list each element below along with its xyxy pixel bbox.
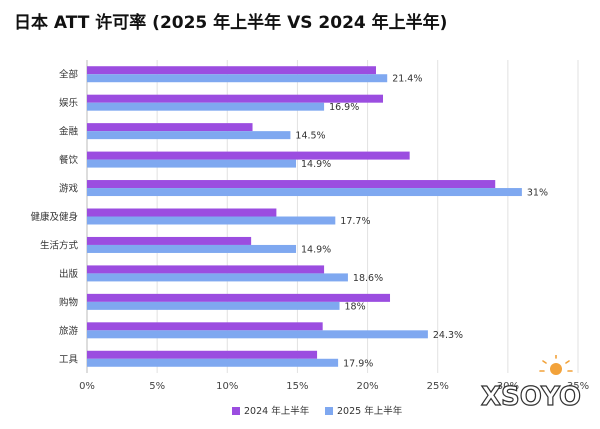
category-label: 娱乐 — [59, 97, 79, 109]
data-label: 14.9% — [301, 244, 331, 255]
watermark-text: XSOYO — [481, 382, 581, 412]
legend-label: 2025 年上半年 — [337, 405, 403, 417]
bar-2025 — [87, 273, 348, 282]
x-tick-label: 0% — [79, 381, 95, 392]
bar-2024 — [87, 66, 376, 75]
x-tick-label: 35% — [567, 381, 589, 392]
x-tick-label: 5% — [149, 381, 165, 392]
sun-icon — [539, 355, 573, 375]
data-label: 18.6% — [353, 273, 383, 284]
bar-2024 — [87, 322, 323, 331]
x-tick-label: 25% — [427, 381, 449, 392]
data-label: 31% — [527, 188, 548, 199]
bar-2025 — [87, 159, 297, 168]
bar-2025 — [87, 74, 388, 83]
category-label: 购物 — [59, 296, 79, 308]
x-axis-ticks: 0% 5% 10% 15% 20% 25% 30% 35% — [79, 381, 589, 392]
bar-2024 — [87, 208, 277, 217]
watermark-logo: XSOYO — [480, 355, 582, 413]
bars — [87, 66, 522, 367]
bar-2024 — [87, 236, 252, 245]
bar-2025 — [87, 301, 340, 310]
data-labels: 21.4% 16.9% 14.5% 14.9% 31% 17.7% 14.9% 18.6% 18… — [295, 74, 548, 370]
legend-swatch — [325, 407, 333, 415]
category-label: 健康及健身 — [30, 211, 78, 223]
data-label: 16.9% — [329, 102, 359, 113]
category-label: 全部 — [59, 69, 78, 81]
legend-label: 2024 年上半年 — [244, 405, 310, 417]
legend: 2024 年上半年 2025 年上半年 — [232, 405, 403, 417]
category-label: 出版 — [59, 268, 79, 280]
chart-title: 日本 ATT 许可率 (2025 年上半年 VS 2024 年上半年) — [14, 13, 448, 33]
category-label: 旅游 — [59, 325, 79, 337]
bar-2024 — [87, 94, 384, 103]
data-label: 24.3% — [433, 330, 463, 341]
bar-2025 — [87, 131, 291, 140]
x-tick-label: 20% — [356, 381, 378, 392]
bar-2025 — [87, 358, 339, 367]
bar-2024 — [87, 151, 410, 160]
bar-2024 — [87, 350, 318, 359]
x-tick-label: 30% — [497, 381, 519, 392]
category-label: 游戏 — [59, 183, 79, 195]
data-label: 21.4% — [392, 74, 422, 85]
x-tick-label: 10% — [216, 381, 238, 392]
category-label: 生活方式 — [40, 239, 79, 251]
category-label: 工具 — [59, 354, 79, 365]
data-label: 17.7% — [340, 216, 370, 227]
bar-2025 — [87, 216, 336, 225]
category-label: 金融 — [59, 126, 79, 138]
bar-2024 — [87, 180, 496, 189]
bar-2025 — [87, 244, 297, 253]
legend-swatch — [232, 407, 240, 415]
bar-2024 — [87, 123, 253, 132]
bar-2025 — [87, 102, 325, 111]
bar-2025 — [87, 330, 428, 339]
bar-2024 — [87, 293, 391, 302]
bar-2025 — [87, 188, 522, 197]
category-label: 餐饮 — [59, 154, 79, 166]
data-label: 18% — [345, 301, 366, 312]
data-label: 17.9% — [343, 358, 373, 369]
bar-2024 — [87, 265, 325, 274]
x-tick-label: 15% — [286, 381, 308, 392]
data-label: 14.5% — [295, 131, 325, 142]
data-label: 14.9% — [301, 159, 331, 170]
